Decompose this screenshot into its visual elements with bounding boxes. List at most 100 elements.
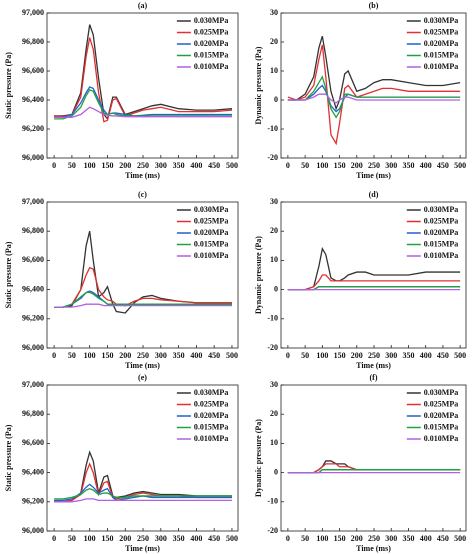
data-line xyxy=(54,483,232,502)
data-line xyxy=(54,106,232,119)
data-line xyxy=(287,75,461,119)
x-tick-label: 0 xyxy=(286,161,290,170)
data-line xyxy=(287,36,461,111)
legend-label: 0.020MPa xyxy=(194,411,228,420)
x-tick-label: 0 xyxy=(52,534,56,543)
y-tick-label: 10 xyxy=(270,255,278,264)
plot-frame xyxy=(280,201,467,349)
y-tick-label: 30 xyxy=(270,8,278,17)
legend-label: 0.015MPa xyxy=(424,239,458,248)
plot-frame xyxy=(280,12,467,159)
y-tick-label: -20 xyxy=(267,526,278,535)
legend-label: 0.020MPa xyxy=(424,411,458,420)
y-tick-label: 97,000 xyxy=(22,8,44,17)
data-line xyxy=(54,303,232,308)
y-tick-label: -10 xyxy=(267,314,278,323)
data-line xyxy=(54,498,232,503)
x-tick-label: 200 xyxy=(351,161,363,170)
y-tick-label: 96,800 xyxy=(22,409,44,418)
x-tick-label: 300 xyxy=(385,161,397,170)
legend-label: 0.015MPa xyxy=(194,50,228,59)
y-tick-label: 96,200 xyxy=(22,497,44,506)
y-axis-label: Dynamic pressure (Pa) xyxy=(254,419,263,497)
y-axis-label: Static pressure (Pa) xyxy=(4,241,13,308)
x-tick-label: 200 xyxy=(119,161,131,170)
x-tick-label: 350 xyxy=(402,351,414,360)
x-axis-label: Time (ms) xyxy=(356,171,391,180)
data-line xyxy=(54,291,232,308)
data-line xyxy=(287,93,461,104)
y-tick-label: 30 xyxy=(270,380,278,389)
x-tick-label: 500 xyxy=(226,351,238,360)
x-axis-label: Time (ms) xyxy=(356,544,391,553)
x-tick-label: 50 xyxy=(68,534,76,543)
legend-label: 0.020MPa xyxy=(194,228,228,237)
legend-label: 0.025MPa xyxy=(194,399,228,408)
legend-label: 0.010MPa xyxy=(424,251,458,260)
y-tick-label: 10 xyxy=(270,66,278,75)
x-tick-label: 250 xyxy=(368,351,380,360)
x-tick-label: 100 xyxy=(84,534,96,543)
x-axis-label: Time (ms) xyxy=(125,361,160,370)
plot-frame xyxy=(46,12,239,159)
y-tick-label: 0 xyxy=(274,467,278,476)
x-tick-label: 200 xyxy=(351,351,363,360)
x-tick-label: 250 xyxy=(137,161,149,170)
x-tick-label: 300 xyxy=(385,534,397,543)
legend-label: 0.030MPa xyxy=(424,205,458,214)
x-tick-label: 250 xyxy=(137,351,149,360)
data-line xyxy=(287,463,461,474)
y-axis-label: Dynamic pressure (Pa) xyxy=(254,236,263,314)
y-tick-label: 96,800 xyxy=(22,37,44,46)
data-line xyxy=(287,84,461,113)
y-axis-label: Dynamic pressure (Pa) xyxy=(254,46,263,124)
x-tick-label: 50 xyxy=(301,161,309,170)
data-line xyxy=(54,24,233,121)
x-tick-label: 400 xyxy=(190,351,202,360)
legend-label: 0.020MPa xyxy=(424,228,458,237)
x-tick-label: 400 xyxy=(190,161,202,170)
x-tick-label: 100 xyxy=(316,534,328,543)
y-tick-label: 96,000 xyxy=(22,343,44,352)
x-tick-label: 0 xyxy=(286,534,290,543)
x-tick-label: 50 xyxy=(301,351,309,360)
y-tick-label: 30 xyxy=(270,197,278,206)
y-tick-label: 96,200 xyxy=(22,314,44,323)
plot-frame xyxy=(280,384,467,532)
legend-label: 0.010MPa xyxy=(194,434,228,443)
x-tick-label: 350 xyxy=(173,351,185,360)
legend-label: 0.030MPa xyxy=(424,388,458,397)
y-tick-label: 10 xyxy=(270,438,278,447)
x-tick-label: 350 xyxy=(402,161,414,170)
x-tick-label: 400 xyxy=(420,534,432,543)
legend-label: 0.010MPa xyxy=(424,62,458,71)
y-tick-label: 96,000 xyxy=(22,526,44,535)
x-tick-label: 450 xyxy=(208,161,220,170)
x-tick-label: 300 xyxy=(155,351,167,360)
legend-label: 0.030MPa xyxy=(194,205,228,214)
x-tick-label: 300 xyxy=(155,161,167,170)
panel-title: (b) xyxy=(369,1,379,10)
x-tick-label: 400 xyxy=(190,534,202,543)
y-tick-label: 96,400 xyxy=(22,284,44,293)
legend-label: 0.015MPa xyxy=(424,50,458,59)
panel-title: (e) xyxy=(138,373,147,382)
panel-title: (c) xyxy=(138,190,147,199)
panel-title: (f) xyxy=(370,373,378,382)
legend-label: 0.030MPa xyxy=(194,388,228,397)
x-tick-label: 500 xyxy=(454,161,466,170)
y-tick-label: -20 xyxy=(267,343,278,352)
legend-label: 0.010MPa xyxy=(424,434,458,443)
x-tick-label: 500 xyxy=(454,534,466,543)
x-tick-label: 350 xyxy=(173,534,185,543)
legend-label: 0.020MPa xyxy=(424,39,458,48)
x-tick-label: 50 xyxy=(68,161,76,170)
legend-label: 0.020MPa xyxy=(194,39,228,48)
y-axis-label: Static pressure (Pa) xyxy=(4,424,13,491)
x-tick-label: 250 xyxy=(137,534,149,543)
y-tick-label: 97,000 xyxy=(22,380,44,389)
y-tick-label: 0 xyxy=(274,284,278,293)
x-tick-label: 150 xyxy=(334,351,346,360)
x-tick-label: 50 xyxy=(301,534,309,543)
